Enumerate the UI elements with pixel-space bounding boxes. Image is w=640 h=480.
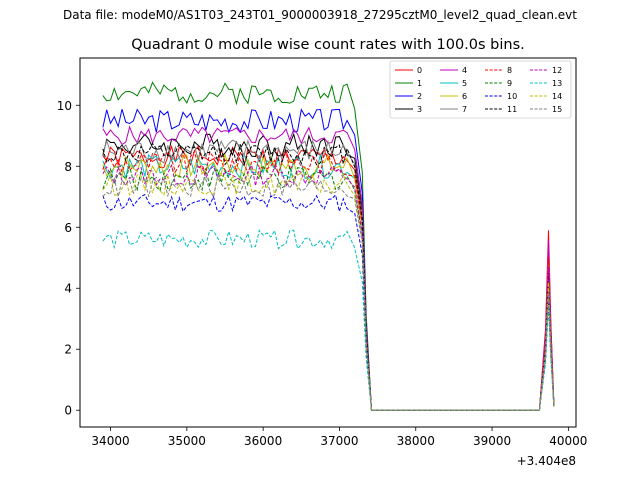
legend-label-9: 9 <box>507 79 512 88</box>
plot-frame <box>79 57 577 428</box>
series-line-2 <box>102 108 555 411</box>
x-axis-offset-label: +3.404e8 <box>517 454 576 468</box>
chart-title: Quadrant 0 module wise count rates with … <box>131 37 525 53</box>
series-line-5 <box>102 152 555 411</box>
legend-label-1: 1 <box>417 79 422 88</box>
x-tick-label: 37000 <box>320 434 358 448</box>
series-line-8 <box>102 149 555 411</box>
series-layer <box>102 81 555 411</box>
legend-label-7: 7 <box>462 105 467 114</box>
legend-label-13: 13 <box>552 79 562 88</box>
series-line-12 <box>102 163 555 411</box>
legend-label-5: 5 <box>462 79 467 88</box>
series-line-1 <box>102 81 555 411</box>
y-tick-label: 0 <box>64 404 72 418</box>
x-tick-label: 34000 <box>91 434 129 448</box>
x-tick-label: 35000 <box>168 434 206 448</box>
legend-label-15: 15 <box>552 105 562 114</box>
x-tick-label: 38000 <box>397 434 435 448</box>
legend-label-8: 8 <box>507 66 512 75</box>
legend-box <box>389 60 572 119</box>
y-tick-label: 6 <box>64 221 72 235</box>
series-line-6 <box>102 153 555 411</box>
legend-label-0: 0 <box>417 66 422 75</box>
series-line-4 <box>102 125 555 411</box>
series-line-3 <box>102 132 555 411</box>
legend-label-6: 6 <box>462 92 467 101</box>
y-tick-label: 8 <box>64 160 72 174</box>
y-axis: 0 2 4 6 8 10 <box>57 99 80 418</box>
legend-label-4: 4 <box>462 66 467 75</box>
figure-suptitle: Data file: modeM0/AS1T03_243T01_90000039… <box>63 8 577 22</box>
legend-label-3: 3 <box>417 105 422 114</box>
series-line-10 <box>102 193 555 411</box>
series-line-14 <box>102 172 555 411</box>
legend-label-12: 12 <box>552 66 562 75</box>
y-tick-label: 10 <box>57 99 72 113</box>
y-tick-label: 2 <box>64 343 72 357</box>
legend-label-2: 2 <box>417 92 422 101</box>
series-line-7 <box>102 138 555 411</box>
series-line-13 <box>102 229 555 411</box>
legend-label-10: 10 <box>507 92 517 101</box>
legend-label-14: 14 <box>552 92 562 101</box>
y-tick-label: 4 <box>64 282 72 296</box>
series-line-15 <box>102 175 555 411</box>
legend-label-11: 11 <box>507 105 517 114</box>
series-line-11 <box>102 142 555 411</box>
series-line-0 <box>102 144 555 411</box>
x-tick-label: 36000 <box>244 434 282 448</box>
x-tick-label: 40000 <box>549 434 587 448</box>
x-tick-label: 39000 <box>473 434 511 448</box>
x-axis: 34000 35000 36000 37000 38000 39000 40000 <box>91 427 587 448</box>
